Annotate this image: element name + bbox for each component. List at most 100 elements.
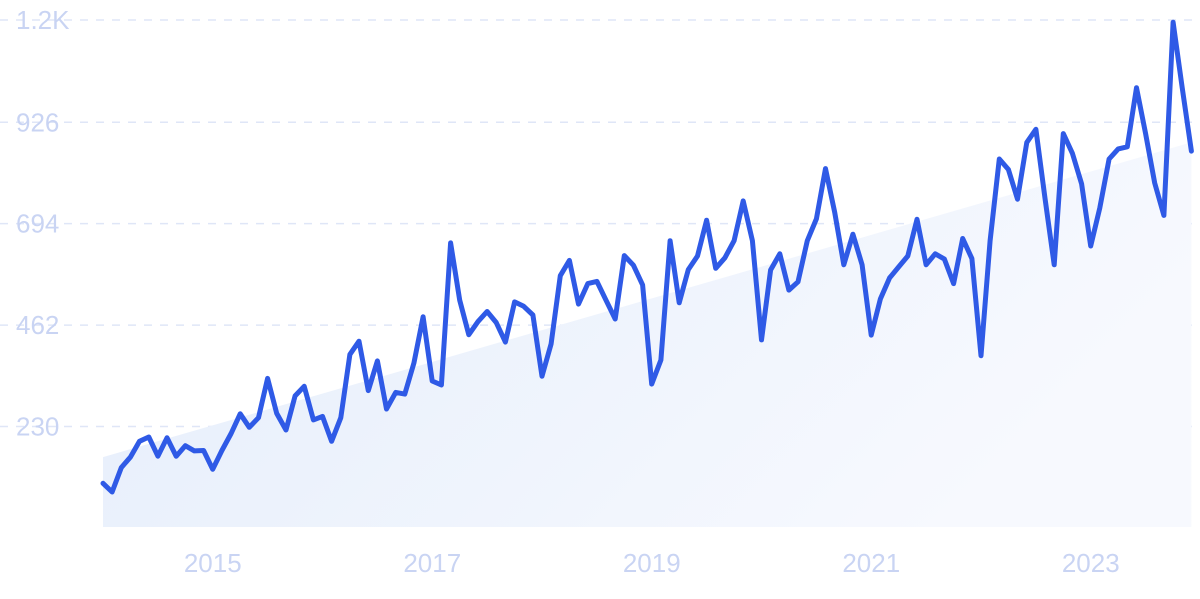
data-point [521,304,526,309]
data-point [201,448,206,453]
x-tick-label: 2021 [842,548,900,578]
data-point [366,388,371,393]
data-point [530,313,535,318]
data-point [393,390,398,395]
data-point [805,238,810,243]
data-point [421,314,426,319]
data-point [640,282,645,287]
data-point [430,379,435,384]
data-point [540,374,545,379]
data-point [1180,85,1185,90]
data-point [466,332,471,337]
data-point [658,358,663,363]
data-point [979,353,984,358]
data-point [1161,213,1166,218]
data-point [137,439,142,444]
data-point [786,288,791,293]
data-point [924,262,929,267]
data-point [933,251,938,256]
data-point [512,299,517,304]
data-point [485,309,490,314]
data-point [695,254,700,259]
data-point [1171,20,1176,25]
data-point [768,268,773,273]
data-point [494,320,499,325]
data-point [1189,149,1194,154]
data-point [1061,131,1066,136]
data-point [110,490,115,495]
data-point [649,382,654,387]
data-point [219,448,224,453]
data-point [850,232,855,237]
data-point [951,281,956,286]
data-point [1033,127,1038,132]
data-point [238,411,243,416]
data-point [905,254,910,259]
data-point [411,361,416,366]
data-point [796,279,801,284]
data-point [1097,205,1102,210]
data-point [567,258,572,263]
data-point [677,300,682,305]
data-point [722,255,727,260]
x-tick-label: 2015 [184,548,242,578]
data-point [274,411,279,416]
data-point [101,481,106,486]
data-point [155,454,160,459]
data-point [1088,244,1093,249]
data-point [1134,85,1139,90]
data-point [320,414,325,419]
data-point [585,281,590,286]
data-point [622,253,627,258]
data-point [668,238,673,243]
data-point [448,240,453,245]
data-point [594,279,599,284]
data-point [384,407,389,412]
data-point [942,257,947,262]
data-point [174,454,179,459]
data-point [1079,181,1084,186]
data-point [402,392,407,397]
data-point [1107,157,1112,162]
data-point [631,263,636,268]
data-point [357,339,362,344]
data-point [119,465,124,470]
data-point [686,267,691,272]
data-point [713,266,718,271]
data-point [777,251,782,256]
data-point [1015,197,1020,202]
y-tick-label: 462 [16,310,59,340]
data-point [165,435,170,440]
x-axis: 2015 2017 2019 2021 2023 [184,548,1120,578]
data-point [375,358,380,363]
data-point [329,439,334,444]
data-point [284,428,289,433]
data-point [476,319,481,324]
data-point [1070,151,1075,156]
data-point [750,238,755,243]
y-axis: 230 462 694 926 1.2K [16,5,70,441]
data-point [860,262,865,267]
data-point [741,198,746,203]
x-tick-label: 2019 [623,548,681,578]
data-point [823,166,828,171]
data-point [988,238,993,243]
data-point [293,393,298,398]
data-point [347,352,352,357]
data-point [183,443,188,448]
y-tick-label: 1.2K [16,5,70,35]
data-point [210,467,215,472]
data-point [1116,146,1121,151]
data-point [887,275,892,280]
series-line [100,19,1194,495]
data-point [841,262,846,267]
x-tick-label: 2023 [1062,548,1120,578]
x-tick-label: 2017 [403,548,461,578]
data-point [311,417,316,422]
data-point [1125,144,1130,149]
data-point [759,337,764,342]
data-point [128,455,133,460]
data-point [1152,181,1157,186]
data-point [503,340,508,345]
